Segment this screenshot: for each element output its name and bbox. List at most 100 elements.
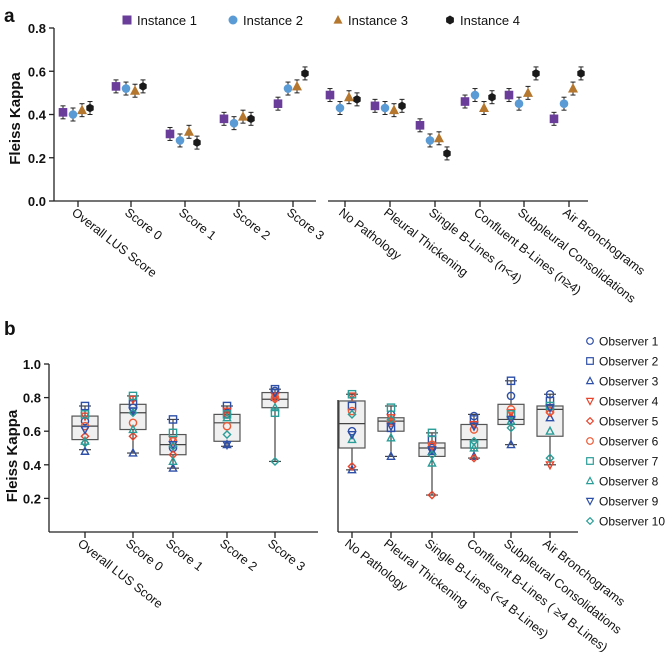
observer-point-5 [469, 453, 479, 463]
legend-marker-observer-5 [585, 416, 595, 426]
observer-point-8 [545, 425, 555, 435]
data-point-instance-3 [523, 87, 533, 97]
observer-point-9 [347, 430, 357, 441]
legend-label: Observer 3 [599, 375, 659, 389]
legend-label: Observer 7 [599, 455, 659, 469]
observer-point-6 [506, 405, 516, 414]
x-tick-label: Score 2 [230, 205, 273, 243]
data-point-instance-1 [504, 90, 514, 100]
observer-point-7 [80, 410, 90, 419]
x-tick-label: Overall LUS Score [75, 536, 165, 611]
observer-point-2 [80, 401, 90, 411]
data-point-instance-2 [380, 103, 390, 113]
y-tick-label: 0.4 [28, 108, 47, 123]
legend-marker-1 [122, 15, 132, 25]
observer-point-7 [270, 408, 280, 418]
data-point-instance-2 [559, 99, 569, 108]
legend-marker-observer-10 [585, 516, 595, 526]
legend-marker-3 [333, 15, 343, 24]
data-point-instance-4 [577, 69, 585, 78]
data-point-instance-1 [460, 97, 470, 106]
observer-point-6 [270, 393, 280, 402]
observer-point-3 [80, 445, 90, 455]
panel-b-chart: 0.2 0.4 0.6 0.8 1.0 Fleiss Kappa Overall LUS S… [4, 335, 665, 652]
legend-marker-4 [446, 15, 454, 25]
data-point-instance-2 [470, 90, 480, 100]
observer-point-6 [545, 406, 555, 416]
observer-point-2 [168, 415, 178, 424]
observer-point-3 [168, 462, 178, 472]
observer-point-9 [545, 404, 555, 414]
observer-point-10 [386, 414, 396, 425]
observer-point-2 [347, 401, 357, 411]
observer-point-3 [347, 464, 357, 474]
data-point-instance-2 [68, 110, 78, 119]
data-point-instance-1 [370, 101, 380, 111]
data-point-instance-2 [514, 99, 524, 108]
data-point-instance-3 [184, 126, 194, 136]
data-point-instance-3 [344, 91, 354, 102]
data-point-instance-3 [434, 132, 444, 143]
observer-point-7 [128, 391, 138, 401]
data-point-instance-1 [273, 99, 283, 108]
legend-label: Observer 4 [599, 395, 659, 409]
observer-point-6 [469, 425, 479, 434]
x-tick-label: Score 1 [163, 536, 206, 574]
observer-point-9 [222, 441, 232, 451]
data-point-instance-4 [398, 101, 406, 111]
legend-label: Instance 4 [460, 13, 520, 28]
observer-point-7 [427, 428, 437, 438]
observer-point-10 [128, 408, 138, 418]
data-point-instance-3 [292, 80, 302, 91]
observer-point-4 [469, 420, 479, 430]
observer-point-3 [545, 412, 555, 422]
observer-point-3 [128, 447, 138, 457]
y-tick-label: 0.8 [23, 391, 41, 406]
observer-point-9 [270, 388, 280, 399]
observer-point-9 [80, 425, 90, 435]
legend-label: Observer 8 [599, 475, 659, 489]
observer-point-10 [270, 456, 280, 467]
observer-point-6 [427, 440, 437, 449]
y-tick-label: 0.2 [23, 491, 41, 506]
x-tick-label: Score 2 [217, 536, 260, 574]
data-point-instance-4 [139, 82, 147, 91]
observer-point-8 [168, 455, 178, 466]
box [338, 400, 366, 449]
legend-label: Instance 1 [137, 13, 197, 28]
legend-label: Observer 9 [599, 495, 659, 509]
data-point-instance-4 [443, 149, 451, 158]
data-point-instance-3 [238, 111, 248, 121]
observer-point-7 [222, 410, 232, 419]
x-tick-label: Score 1 [176, 205, 219, 243]
observer-point-5 [347, 461, 357, 472]
observer-point-8 [427, 457, 437, 467]
observer-point-10 [545, 453, 555, 463]
legend-label: Observer 1 [599, 335, 659, 349]
x-tick-label: Score 3 [284, 205, 327, 243]
observer-point-10 [469, 436, 479, 446]
y-tick-label: 0.6 [23, 424, 41, 439]
observer-point-5 [545, 408, 555, 418]
observer-point-4 [222, 407, 232, 417]
legend-label: Observer 10 [599, 515, 665, 529]
x-tick-label: Score 3 [265, 536, 308, 574]
legend-marker-observer-3 [585, 376, 595, 385]
legend-label: Instance 2 [243, 13, 303, 28]
observer-point-2 [222, 401, 232, 411]
data-point-instance-2 [229, 118, 239, 128]
observer-point-9 [506, 415, 516, 425]
x-tick-label: Score 0 [122, 205, 165, 243]
observer-point-10 [80, 438, 90, 448]
observer-point-7 [347, 389, 357, 399]
legend-marker-observer-1 [586, 337, 594, 345]
observer-point-7 [386, 403, 396, 412]
observer-point-10 [347, 409, 357, 419]
observer-point-7 [168, 428, 178, 438]
observer-point-3 [386, 450, 396, 460]
observer-point-10 [222, 429, 232, 440]
legend-label: Observer 5 [599, 415, 659, 429]
x-tick-label: Pleural Thickening [381, 205, 471, 279]
